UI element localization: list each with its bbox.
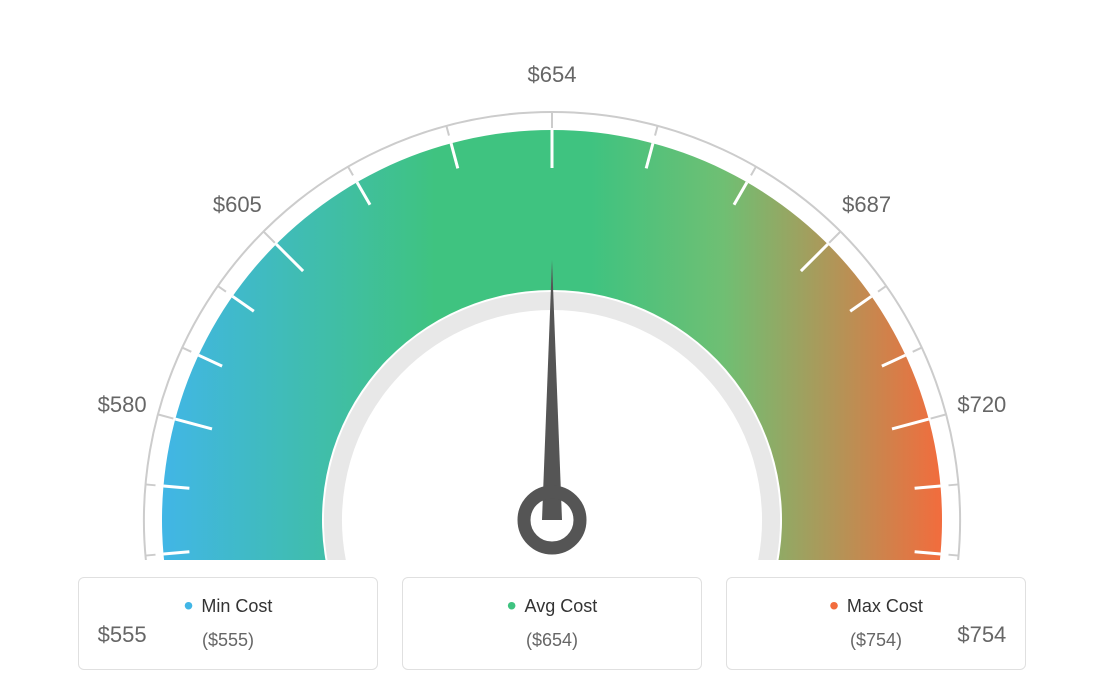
legend-max-label: Max Cost	[829, 596, 923, 617]
legend-max-value: ($754)	[747, 630, 1005, 651]
legend-max-label-text: Max Cost	[847, 596, 923, 617]
gauge-tick-label: $605	[213, 192, 262, 218]
gauge-chart: $555$580$605$654$687$720$754	[0, 0, 1104, 560]
legend-avg-label: Avg Cost	[507, 596, 598, 617]
legend-container: Min Cost ($555) Avg Cost ($654) Max Cost…	[0, 577, 1104, 671]
legend-min-label-text: Min Cost	[201, 596, 272, 617]
legend-min-label: Min Cost	[184, 596, 273, 617]
gauge-tick-label: $720	[957, 392, 1006, 418]
gauge-tick-label: $687	[842, 192, 891, 218]
legend-avg-label-text: Avg Cost	[525, 596, 598, 617]
gauge-tick-label: $654	[528, 62, 577, 88]
gauge-tick-label: $580	[98, 392, 147, 418]
legend-min-value: ($555)	[99, 630, 357, 651]
legend-avg-cost: Avg Cost ($654)	[402, 577, 702, 671]
legend-max-cost: Max Cost ($754)	[726, 577, 1026, 671]
legend-min-cost: Min Cost ($555)	[78, 577, 378, 671]
legend-avg-value: ($654)	[423, 630, 681, 651]
